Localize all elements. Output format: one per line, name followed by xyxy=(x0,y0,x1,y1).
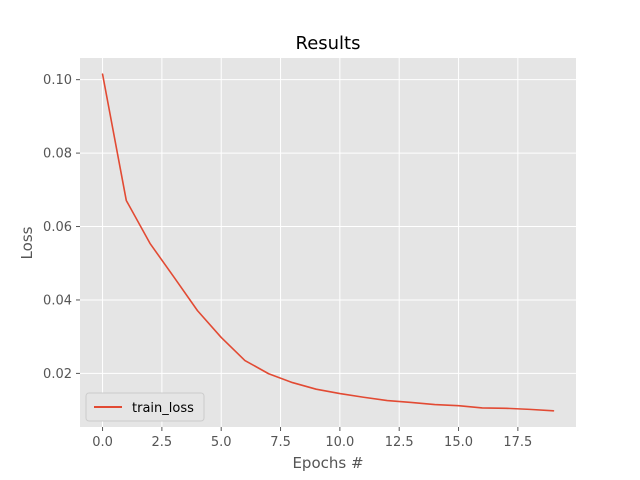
legend-label: train_loss xyxy=(132,401,194,416)
y-tick-label: 0.02 xyxy=(43,367,72,382)
x-tick-label: 17.5 xyxy=(503,435,532,450)
x-tick-label: 5.0 xyxy=(211,435,232,450)
grid-lines xyxy=(80,58,576,427)
x-tick-label: 2.5 xyxy=(152,435,173,450)
y-tick-label: 0.10 xyxy=(43,73,72,88)
x-tick-label: 15.0 xyxy=(444,435,473,450)
x-axis-label: Epochs # xyxy=(292,454,363,472)
plot-area xyxy=(80,58,576,427)
x-tick-label: 12.5 xyxy=(385,435,414,450)
y-axis-label: Loss xyxy=(18,226,36,259)
legend-box xyxy=(85,392,205,422)
y-tick-label: 0.08 xyxy=(43,147,72,162)
legend: train_loss xyxy=(85,392,205,422)
x-tick-label: 7.5 xyxy=(270,435,291,450)
axis-ticks: 0.0 2.5 5.0 7.5 10.0 12.5 15.0 17.5 0.02 0.04 0.06… xyxy=(43,73,532,450)
x-tick-label: 10.0 xyxy=(325,435,354,450)
x-tick-label: 0.0 xyxy=(92,435,113,450)
series-layer xyxy=(101,73,555,412)
series-line-train_loss xyxy=(101,73,555,412)
chart-title: Results xyxy=(296,33,361,54)
y-tick-label: 0.06 xyxy=(43,220,72,235)
y-tick-label: 0.04 xyxy=(43,293,72,308)
